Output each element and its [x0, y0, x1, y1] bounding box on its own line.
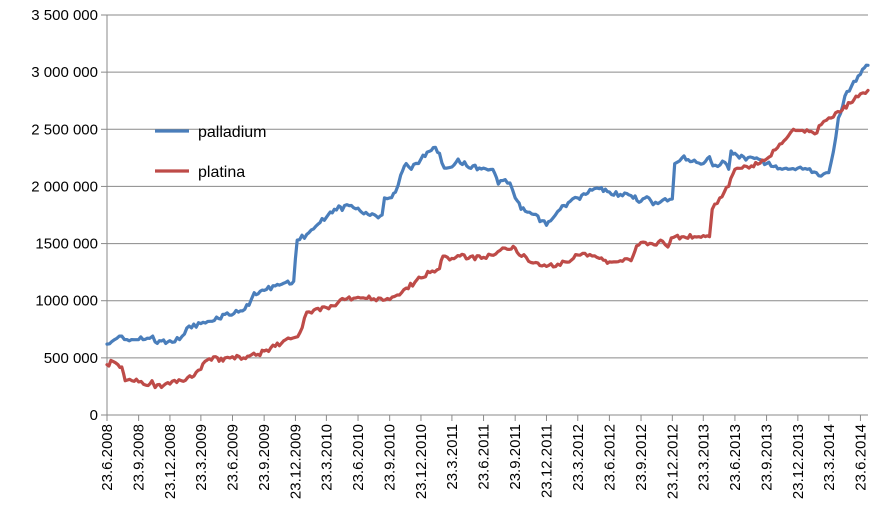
y-tick-label: 0: [90, 407, 98, 424]
legend-label-palladium: palladium: [198, 124, 266, 141]
x-tick-label: 23.12.2010: [413, 424, 430, 499]
x-tick-label: 23.12.2008: [162, 424, 179, 499]
y-tick-label: 3 000 000: [31, 64, 98, 81]
series-line-platina: [105, 88, 870, 390]
x-tick-label: 23.3.2013: [695, 424, 712, 491]
gridlines: [107, 14, 868, 359]
x-tick-label: 23.6.2014: [852, 424, 869, 491]
legend-label-platina: platina: [198, 164, 245, 181]
series-lines: [105, 63, 870, 390]
legend: palladium platina: [155, 124, 266, 181]
x-tick-label: 23.12.2011: [538, 424, 555, 498]
x-tick-label: 23.6.2010: [350, 424, 367, 491]
x-tick-label: 23.3.2012: [570, 424, 587, 491]
x-tick-label: 23.6.2012: [601, 424, 618, 491]
x-tick-label: 23.12.2013: [790, 424, 807, 499]
x-tick-label: 23.9.2011: [507, 424, 524, 490]
x-tick-label: 23.6.2013: [727, 424, 744, 491]
y-tick-label: 500 000: [44, 350, 98, 367]
x-tick-label: 23.12.2009: [287, 424, 304, 499]
axes: 0 500 000 1000 000 1500 000 2 000 000 2 500 0…: [31, 7, 869, 499]
x-tick-label: 23.6.2008: [99, 424, 116, 491]
x-tick-label: 23.9.2010: [382, 424, 399, 491]
x-tick-label: 23.3.2010: [318, 424, 335, 491]
x-tick-label: 23.9.2009: [256, 424, 273, 491]
series-line-palladium: [105, 63, 870, 346]
x-tick-label: 23.3.2014: [821, 424, 838, 491]
x-tick-label: 23.6.2009: [225, 424, 242, 491]
x-tick-label: 23.9.2013: [759, 424, 776, 491]
x-tick-label: 23.6.2011: [476, 424, 493, 490]
x-tick-label: 23.9.2008: [131, 424, 148, 491]
x-tick-label: 23.3.2011: [444, 424, 461, 490]
x-tick-label: 23.9.2012: [633, 424, 650, 491]
x-tick-label: 23.3.2009: [193, 424, 210, 491]
y-tick-label: 3 500 000: [31, 7, 98, 24]
y-tick-label: 2 000 000: [31, 178, 98, 195]
x-tick-label: 23.12.2012: [664, 424, 681, 499]
y-tick-label: 1500 000: [35, 236, 98, 253]
y-tick-label: 2 500 000: [31, 121, 98, 138]
y-tick-label: 1000 000: [35, 293, 98, 310]
